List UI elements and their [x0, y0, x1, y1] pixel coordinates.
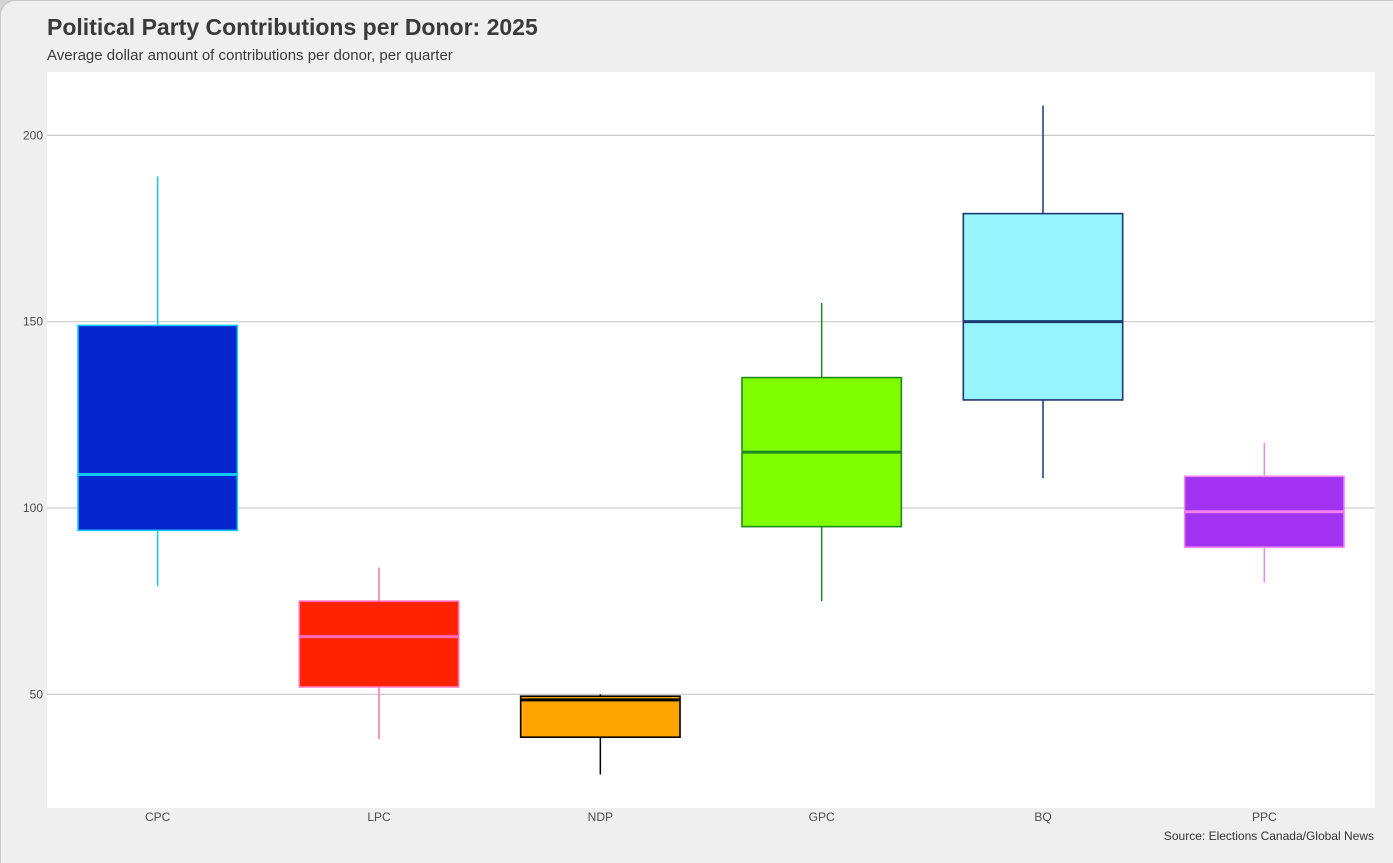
- chart-title: Political Party Contributions per Donor:…: [47, 14, 538, 40]
- x-tick-label-gpc: GPC: [809, 810, 835, 824]
- x-tick-label-ndp: NDP: [588, 810, 613, 824]
- x-tick-label-cpc: CPC: [145, 810, 171, 824]
- x-tick-label-ppc: PPC: [1252, 810, 1277, 824]
- source-caption: Source: Elections Canada/Global News: [1163, 829, 1374, 843]
- box-cpc: [77, 176, 239, 587]
- plot-panel: [47, 72, 1375, 808]
- box-iqr: [77, 324, 239, 532]
- box-ndp: [519, 694, 681, 775]
- box-ppc: [1183, 442, 1345, 583]
- box-bq: [962, 105, 1124, 479]
- y-tick-label-50: 50: [30, 687, 44, 701]
- box-series: [77, 105, 1345, 775]
- y-axis-ticks: 50 100 150 200: [23, 128, 43, 701]
- y-tick-label-200: 200: [23, 128, 43, 142]
- box-lpc: [298, 567, 460, 740]
- x-tick-label-bq: BQ: [1034, 810, 1051, 824]
- box-iqr: [298, 600, 460, 688]
- y-tick-label-150: 150: [23, 315, 43, 329]
- x-axis-ticks: CPC LPC NDP GPC BQ PPC: [145, 810, 1277, 824]
- box-iqr: [962, 212, 1124, 401]
- x-tick-label-lpc: LPC: [367, 810, 391, 824]
- box-gpc: [741, 303, 903, 602]
- grid-lines: [47, 134, 1375, 695]
- y-tick-label-100: 100: [23, 501, 43, 515]
- box-iqr: [519, 695, 681, 738]
- chart-subtitle: Average dollar amount of contributions p…: [47, 47, 453, 64]
